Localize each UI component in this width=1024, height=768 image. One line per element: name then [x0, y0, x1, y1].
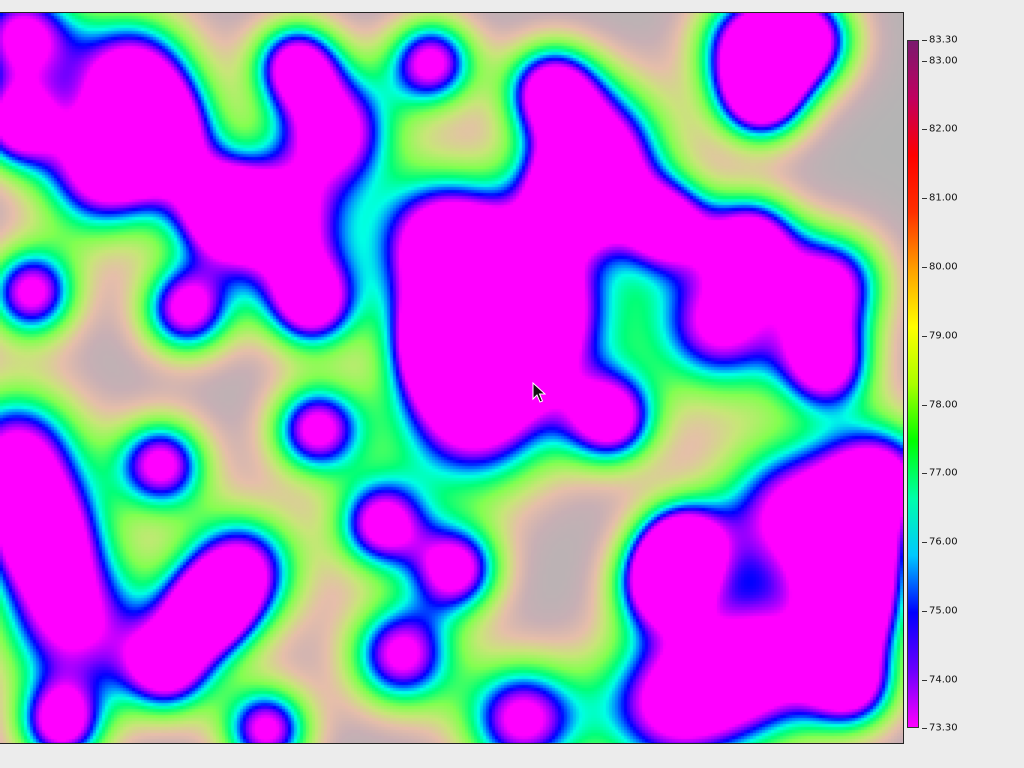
colorbar-tick	[922, 473, 927, 475]
colorbar-tick-label: 75.00	[929, 605, 958, 617]
colorbar-tick-label: 74.00	[929, 674, 958, 686]
colorbar-tick-label: 78.00	[929, 399, 958, 411]
colorbar-tick	[922, 40, 927, 41]
colorbar-tick	[922, 404, 927, 406]
colorbar-tick-label: 81.00	[929, 192, 958, 204]
colorbar-tick	[922, 267, 927, 269]
colorbar-min-label: 73.30	[929, 722, 958, 734]
colorbar-tick	[922, 198, 927, 200]
colorbar-tick	[922, 611, 927, 613]
colorbar-tick	[922, 542, 927, 544]
colorbar-max-label: 83.30	[929, 34, 958, 46]
colorbar-gradient	[907, 40, 919, 728]
colorbar-scale: 83.30 83.00 82.00 81.00 80.00 79.00 78.00 77.00…	[922, 35, 1022, 734]
colorbar-tick-label: 77.00	[929, 467, 958, 479]
mouse-pointer-icon	[532, 382, 546, 403]
colorbar-tick-label: 82.00	[929, 123, 958, 135]
colorbar-tick	[922, 129, 927, 131]
heatmap-view[interactable]	[0, 12, 904, 744]
colorbar-tick-label: 79.00	[929, 330, 958, 342]
colorbar-tick	[922, 728, 927, 729]
colorbar-tick	[922, 335, 927, 337]
colorbar-tick-label: 80.00	[929, 261, 958, 273]
heatmap-canvas[interactable]	[0, 13, 903, 743]
colorbar-tick-label: 76.00	[929, 536, 958, 548]
colorbar-tick	[922, 679, 927, 681]
colorbar-tick-label: 83.00	[929, 55, 958, 67]
colorbar-tick	[922, 60, 927, 62]
